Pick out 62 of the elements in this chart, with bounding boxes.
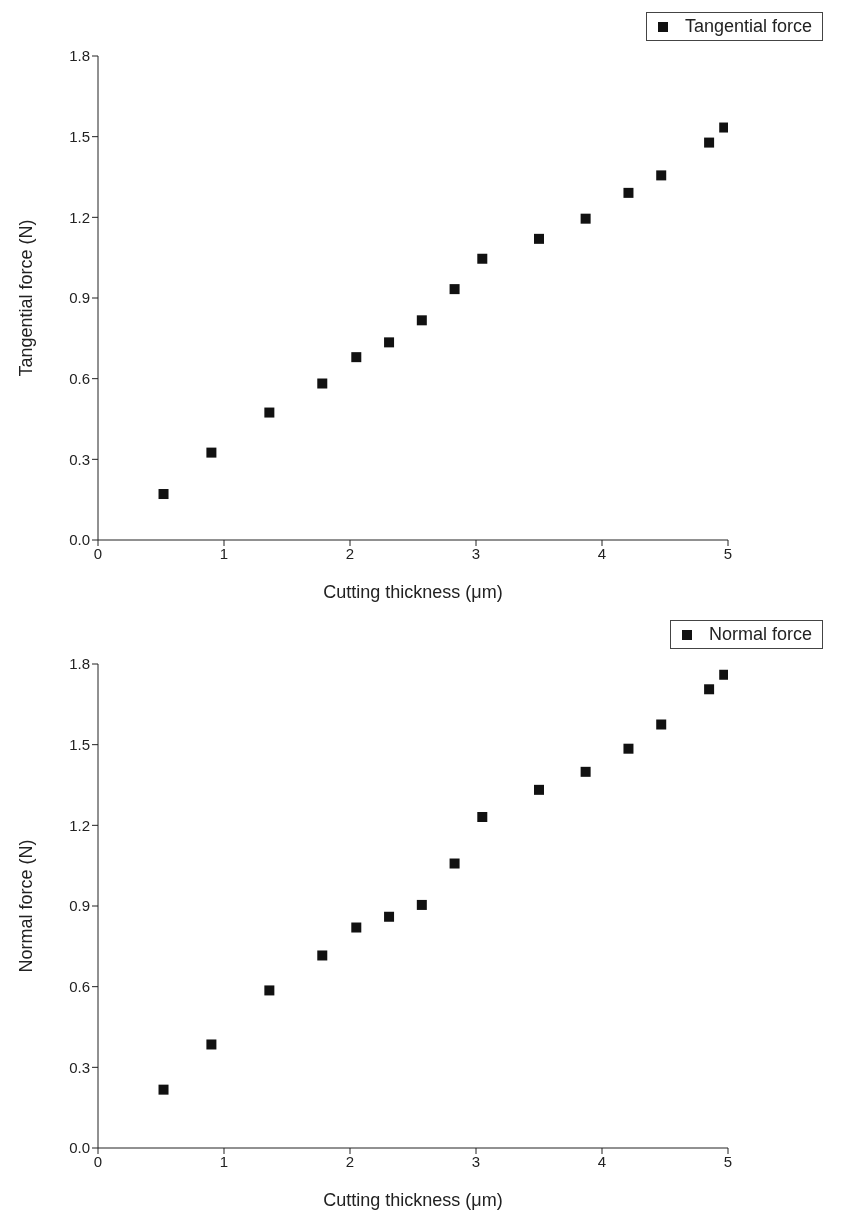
point (384, 911, 395, 922)
legend-label: Tangential force (684, 16, 812, 37)
x-tick-label: 3 (471, 1152, 481, 1170)
x-tick-label: 5 (723, 1152, 733, 1170)
y-axis-title: Normal force (N) (16, 839, 37, 973)
point (158, 1084, 169, 1095)
point (477, 812, 488, 822)
point (416, 899, 427, 910)
point (656, 719, 667, 730)
point (317, 378, 328, 389)
point (580, 766, 591, 777)
point (449, 858, 460, 869)
point (534, 784, 544, 795)
point (449, 284, 460, 295)
legend-label: Normal force (708, 624, 812, 645)
point (416, 315, 427, 326)
point (351, 352, 362, 363)
point (351, 922, 362, 933)
y-tick-label: 1.8 (69, 655, 90, 673)
x-tick-label: 1 (219, 544, 229, 562)
x-tick-label: 3 (471, 544, 481, 562)
point (384, 337, 395, 348)
y-tick-label: 0.3 (69, 1058, 90, 1076)
x-tick-label: 0 (93, 1152, 103, 1170)
y-tick-label: 0.3 (69, 450, 90, 468)
y-tick-label: 0.9 (69, 289, 90, 307)
y-tick-label: 1.5 (69, 127, 90, 145)
x-tick-label: 0 (93, 544, 103, 562)
x-tick-label: 4 (597, 544, 607, 562)
point (719, 669, 728, 680)
y-tick-label: 0.0 (69, 531, 90, 549)
point (656, 170, 667, 181)
point (206, 447, 217, 458)
y-tick-label: 1.2 (69, 816, 90, 834)
point (623, 187, 634, 198)
y-tick-label: 1.2 (69, 208, 90, 226)
y-tick-label: 0.0 (69, 1139, 90, 1157)
point (264, 985, 275, 996)
point (158, 489, 169, 500)
point (719, 122, 728, 133)
x-axis-title: Cutting thickness (μm) (323, 582, 503, 602)
point (704, 684, 715, 695)
y-tick-label: 0.6 (69, 977, 90, 995)
x-tick-label: 5 (723, 544, 733, 562)
y-tick-label: 1.8 (69, 47, 90, 65)
y-tick-label: 0.9 (69, 897, 90, 915)
point (580, 213, 591, 224)
x-tick-label: 1 (219, 1152, 229, 1170)
y-tick-label: 0.6 (69, 369, 90, 387)
x-axis-title: Cutting thickness (μm) (323, 1190, 503, 1210)
y-tick-label: 1.5 (69, 735, 90, 753)
point (623, 743, 634, 754)
x-tick-label: 2 (345, 1152, 355, 1170)
point (477, 253, 488, 264)
point (534, 233, 544, 244)
point (704, 137, 715, 148)
point (317, 950, 328, 961)
point (264, 407, 275, 418)
point (206, 1039, 217, 1050)
x-tick-label: 2 (345, 544, 355, 562)
y-axis-title: Tangential force (N) (16, 219, 37, 377)
x-tick-label: 4 (597, 1152, 607, 1170)
